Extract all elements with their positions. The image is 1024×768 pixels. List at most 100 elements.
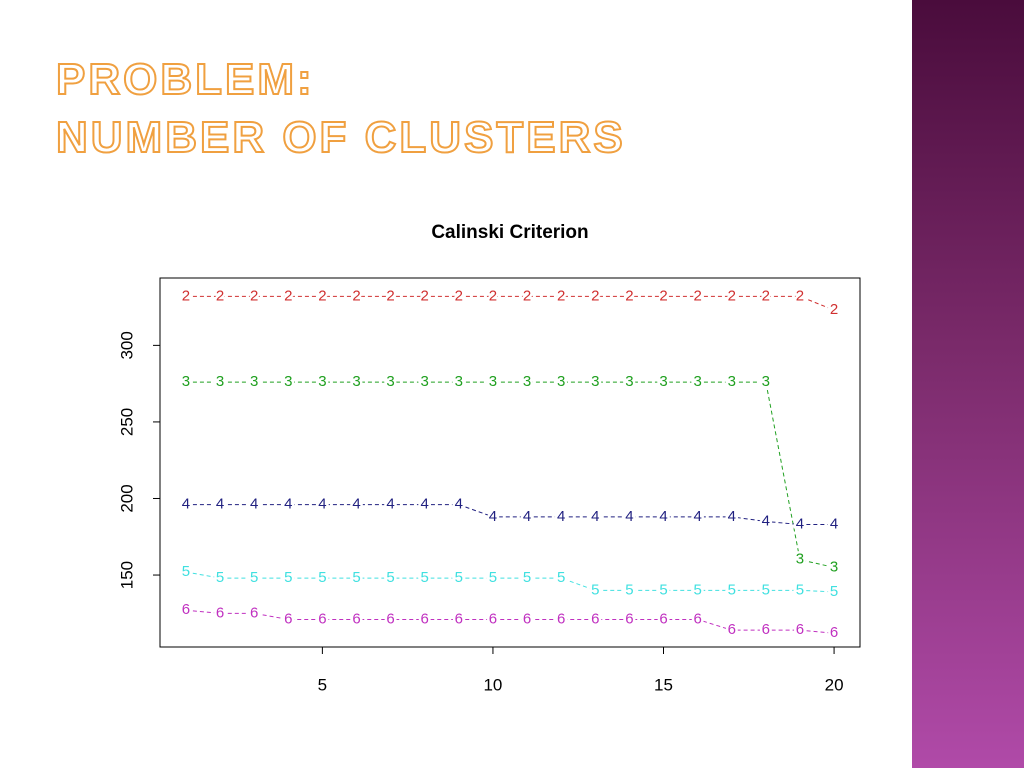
point-label: 2 [693, 287, 701, 304]
point-label: 4 [352, 496, 360, 513]
point-label: 2 [182, 287, 190, 304]
point-label: 6 [557, 610, 565, 627]
point-label: 2 [318, 287, 326, 304]
x-tick-label: 15 [654, 675, 673, 694]
point-label: 3 [659, 373, 667, 390]
point-label: 3 [489, 373, 497, 390]
point-label: 2 [250, 287, 258, 304]
point-label: 5 [352, 569, 360, 586]
point-label: 6 [455, 610, 463, 627]
point-label: 6 [216, 604, 224, 621]
point-label: 4 [796, 515, 804, 532]
y-tick-label: 250 [117, 408, 136, 436]
point-label: 3 [796, 551, 804, 568]
point-label: 3 [318, 373, 326, 390]
chart: Calinski Criterion 5 10 15 20 150 200 250 300 2 2… [117, 222, 861, 694]
point-label: 6 [318, 610, 326, 627]
point-label: 2 [557, 287, 565, 304]
point-label: 3 [352, 373, 360, 390]
point-label: 4 [489, 508, 497, 525]
point-label: 2 [421, 287, 429, 304]
point-label: 2 [489, 287, 497, 304]
series-line [185, 381, 835, 568]
point-label: 2 [352, 287, 360, 304]
point-label: 6 [693, 610, 701, 627]
point-label: 6 [523, 610, 531, 627]
point-label: 4 [659, 508, 667, 525]
point-label: 3 [386, 373, 394, 390]
point-label: 3 [762, 373, 770, 390]
point-label: 6 [421, 610, 429, 627]
point-label: 4 [523, 508, 531, 525]
point-label: 4 [182, 496, 190, 513]
point-label: 2 [455, 287, 463, 304]
y-tick-label: 200 [117, 484, 136, 512]
point-label: 6 [284, 610, 292, 627]
point-label: 6 [625, 610, 633, 627]
point-label: 2 [523, 287, 531, 304]
point-label: 5 [455, 569, 463, 586]
y-tick-label: 150 [117, 561, 136, 589]
point-label: 5 [659, 581, 667, 598]
series-line [185, 609, 835, 634]
point-label: 6 [830, 624, 838, 641]
point-label: 2 [659, 287, 667, 304]
point-label: 6 [796, 621, 804, 638]
point-label: 6 [728, 621, 736, 638]
chart-title: Calinski Criterion [431, 222, 588, 243]
point-label: 5 [284, 569, 292, 586]
point-label: 4 [421, 496, 429, 513]
point-label: 6 [762, 621, 770, 638]
point-label: 5 [693, 581, 701, 598]
point-label: 2 [728, 287, 736, 304]
point-label: 4 [591, 508, 599, 525]
point-label: 3 [216, 373, 224, 390]
x-tick-label: 20 [825, 675, 844, 694]
point-label: 4 [386, 496, 394, 513]
point-label: 5 [762, 581, 770, 598]
point-label: 4 [557, 508, 565, 525]
side-band [912, 0, 1024, 768]
point-label: 5 [489, 569, 497, 586]
point-label: 5 [182, 563, 190, 580]
point-label: 4 [455, 496, 463, 513]
point-label: 4 [728, 508, 736, 525]
point-label: 4 [625, 508, 633, 525]
point-label: 5 [796, 581, 804, 598]
point-label: 3 [523, 373, 531, 390]
point-label: 3 [421, 373, 429, 390]
point-label: 3 [728, 373, 736, 390]
point-label: 4 [762, 512, 770, 529]
point-label: 2 [216, 287, 224, 304]
point-label: 6 [182, 601, 190, 618]
point-label: 3 [557, 373, 565, 390]
slide-title: NUMBER OF CLUSTERS [55, 113, 626, 162]
point-label: 3 [830, 558, 838, 575]
point-label: 3 [455, 373, 463, 390]
x-tick-label: 5 [318, 675, 327, 694]
point-label: 2 [625, 287, 633, 304]
point-label: 4 [693, 508, 701, 525]
point-label: 3 [591, 373, 599, 390]
point-label: 6 [489, 610, 497, 627]
point-label: 3 [625, 373, 633, 390]
point-label: 5 [386, 569, 394, 586]
point-label: 4 [284, 496, 292, 513]
point-label: 5 [591, 581, 599, 598]
point-label: 6 [250, 604, 258, 621]
x-tick-label: 10 [483, 675, 502, 694]
point-label: 5 [250, 569, 258, 586]
point-label: 3 [182, 373, 190, 390]
point-label: 3 [284, 373, 292, 390]
point-label: 4 [830, 515, 838, 532]
point-label: 2 [284, 287, 292, 304]
point-label: 5 [216, 569, 224, 586]
point-label: 5 [557, 569, 565, 586]
point-label: 2 [830, 301, 838, 318]
y-tick-label: 300 [117, 331, 136, 359]
point-label: 2 [796, 287, 804, 304]
point-label: 6 [591, 610, 599, 627]
point-label: 5 [830, 583, 838, 600]
series-line [185, 295, 835, 311]
